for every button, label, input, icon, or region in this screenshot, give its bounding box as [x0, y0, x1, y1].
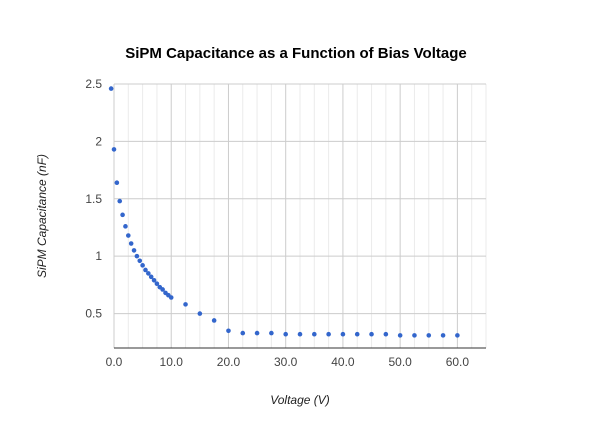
data-point — [426, 333, 432, 338]
data-point — [283, 331, 288, 337]
data-point — [108, 86, 114, 91]
data-point — [146, 271, 151, 276]
y-tick-label: 2 — [95, 134, 102, 148]
x-tick-labels: 0.0 10.0 20.0 30.0 40.0 50.0 60.0 — [106, 355, 470, 369]
x-tick-label: 40.0 — [331, 355, 355, 369]
data-point — [340, 331, 346, 337]
data-point — [397, 333, 403, 338]
data-point — [140, 263, 145, 268]
grid — [113, 83, 487, 348]
data-point — [240, 330, 246, 336]
data-point — [211, 318, 217, 323]
x-tick-label: 60.0 — [446, 355, 470, 369]
data-point — [117, 198, 123, 204]
data-point — [111, 147, 117, 152]
data-point — [183, 302, 188, 307]
y-tick-label: 2.5 — [85, 77, 102, 91]
y-tick-label: 1.5 — [85, 192, 102, 206]
data-point — [114, 180, 120, 186]
data-point — [120, 212, 125, 218]
data-point — [168, 295, 174, 300]
data-point — [128, 241, 134, 246]
x-tick-label: 20.0 — [217, 355, 241, 369]
data-point — [269, 330, 274, 336]
x-tick-label: 10.0 — [160, 355, 184, 369]
data-point — [254, 330, 260, 336]
data-point — [134, 253, 140, 259]
data-point — [226, 328, 231, 334]
x-tick-label: 0.0 — [106, 355, 123, 369]
data-point — [312, 331, 317, 337]
data-point — [369, 331, 374, 337]
data-point — [326, 331, 331, 337]
data-point — [383, 331, 389, 337]
data-point — [143, 267, 148, 273]
y-tick-label: 1 — [95, 249, 102, 263]
x-tick-label: 30.0 — [274, 355, 298, 369]
data-points — [108, 86, 460, 338]
data-point — [123, 224, 128, 229]
data-point — [197, 311, 203, 316]
x-tick-label: 50.0 — [388, 355, 412, 369]
y-tick-labels: 0.5 1 1.5 2 2.5 — [85, 77, 102, 321]
data-point — [160, 287, 165, 292]
x-axis-label: Voltage (V) — [270, 393, 330, 407]
data-point — [455, 333, 460, 338]
data-point — [126, 233, 131, 238]
chart-title: SiPM Capacitance as a Function of Bias V… — [125, 45, 466, 62]
data-point — [131, 248, 137, 253]
data-point — [440, 333, 446, 338]
y-tick-label: 0.5 — [85, 307, 102, 321]
data-point — [154, 281, 160, 287]
data-point — [151, 277, 157, 283]
y-axis-label: SiPM Capacitance (nF) — [35, 154, 49, 278]
data-point — [412, 333, 417, 338]
data-point — [137, 258, 143, 264]
data-point — [297, 331, 303, 337]
data-point — [148, 274, 154, 280]
data-point — [354, 331, 360, 337]
